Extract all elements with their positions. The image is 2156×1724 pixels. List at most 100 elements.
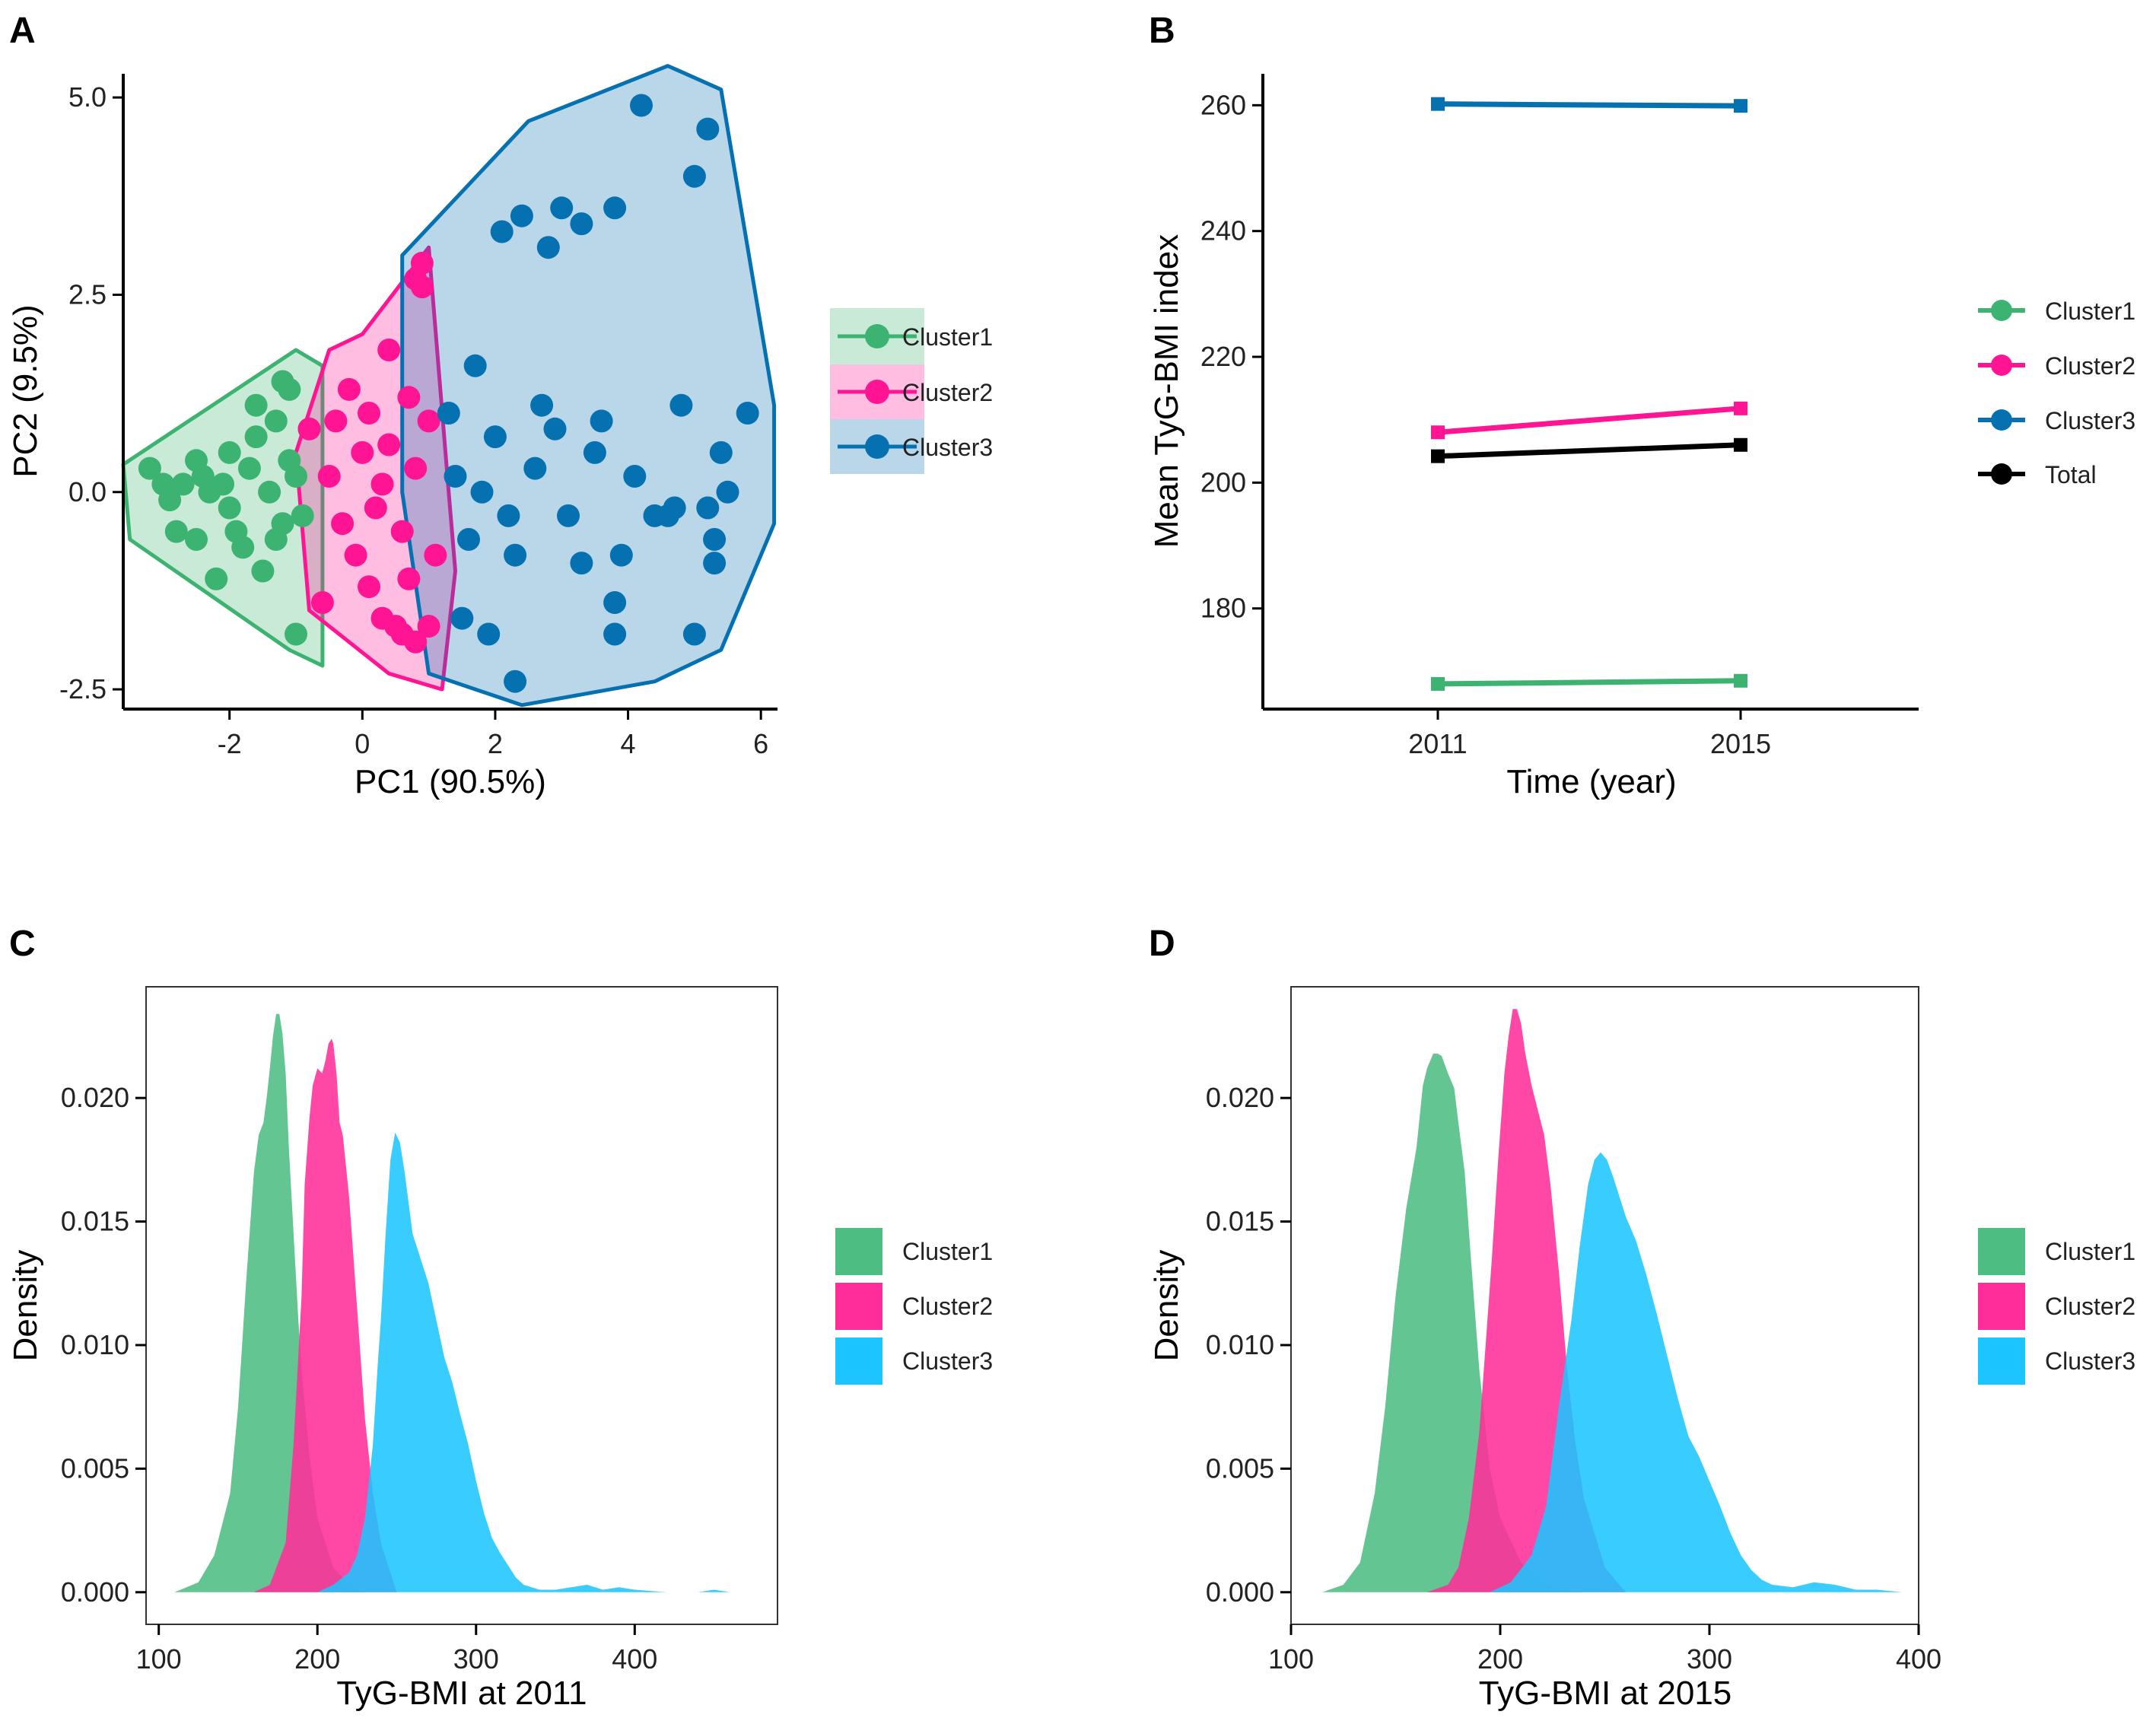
panel-b-point-cluster1-2011: [1431, 676, 1445, 691]
panel-a-point-cluster1-29: [211, 472, 234, 496]
panel-a-point-cluster3-38: [437, 402, 460, 425]
panel-a-point-cluster1-17: [218, 496, 241, 520]
panel-a-point-cluster3-36: [470, 480, 494, 504]
panel-b-point-total-2011: [1431, 449, 1445, 463]
panel-a-point-cluster2-15: [331, 512, 355, 536]
panel-a-x-tick-label-2: 2: [488, 728, 503, 759]
panel-label-c: C: [9, 924, 36, 964]
panel-a-point-cluster1-3: [185, 528, 208, 551]
panel-a-point-cluster2-13: [417, 615, 440, 638]
panel-d-x-tick-label-200: 200: [1477, 1643, 1523, 1675]
panel-a-point-cluster1-22: [158, 488, 182, 512]
panel-a-point-cluster3-35: [623, 465, 647, 488]
panel-a-point-cluster2-21: [417, 409, 440, 433]
panel-b-legend-label-total: Total: [2045, 461, 2097, 488]
panel-a-point-cluster1-10: [264, 409, 288, 433]
panel-b-line: B 2011 2015 260 240 220 200 180 Time (year) Me…: [1148, 11, 2135, 800]
panel-a-point-cluster3-14: [696, 496, 720, 520]
panel-a-point-cluster1-0: [138, 456, 161, 480]
panel-a-point-cluster2-16: [351, 441, 374, 464]
panel-a-point-cluster1-19: [258, 480, 281, 504]
panel-c-legend-label-cluster1: Cluster1: [902, 1238, 993, 1265]
panel-b-line-cluster2: [1437, 406, 1741, 435]
panel-a-point-cluster2-19: [390, 520, 414, 543]
panel-d-density: D 100 200 300 4000.0200.0150.0100.0050.000 …: [1148, 924, 2135, 1712]
panel-a-point-cluster3-11: [736, 402, 759, 425]
panel-a-point-cluster3-15: [703, 528, 727, 551]
panel-a-legend-key-dot-cluster1: [865, 324, 889, 348]
panel-a-point-cluster2-14: [317, 465, 341, 488]
panel-a-point-cluster1-13: [285, 622, 307, 646]
panel-c-area-cluster1: [174, 1013, 365, 1592]
panel-c-y-tick-label-0-005: 0.005: [61, 1452, 129, 1484]
panel-b-point-cluster3-2015: [1734, 99, 1747, 113]
panel-c-y-title: Density: [7, 1250, 44, 1362]
panel-b-y-tick-label-200: 200: [1200, 466, 1246, 498]
panel-c-plot-area: [174, 1013, 754, 1592]
panel-a-point-cluster3-29: [444, 465, 467, 488]
panel-c-legend-key-cluster2: [835, 1283, 882, 1330]
panel-a-point-cluster2-17: [364, 496, 387, 520]
panel-a-point-cluster3-41: [497, 504, 520, 527]
panel-a-y-tick-label--2-5: -2.5: [59, 673, 107, 705]
panel-a-point-cluster2-24: [324, 409, 348, 433]
panel-a-point-cluster3-22: [504, 670, 527, 693]
panel-b-plot-area: [1431, 97, 1747, 691]
panel-a-legend-label-cluster1: Cluster1: [902, 323, 993, 351]
panel-a-point-cluster3-21: [682, 622, 706, 646]
panel-b-legend-key-dot-cluster2: [1991, 355, 2012, 376]
panel-c-x-tick-label-400: 400: [612, 1643, 657, 1675]
panel-a-y-tick-label-0-0: 0.0: [68, 476, 107, 507]
panel-a-y-tick-label-5-0: 5.0: [68, 81, 107, 113]
panel-a-point-cluster3-18: [609, 543, 633, 567]
panel-c-x-tick-label-300: 300: [453, 1643, 499, 1675]
panel-a-point-cluster3-40: [590, 409, 613, 433]
panel-c-frame: [145, 986, 778, 1625]
panel-c-x-tick-label-100: 100: [136, 1643, 182, 1675]
panel-a-point-cluster2-12: [404, 630, 428, 654]
panel-a-legend-label-cluster3: Cluster3: [902, 434, 993, 461]
panel-a-point-cluster2-20: [404, 456, 428, 480]
panel-label-b: B: [1149, 11, 1175, 51]
panel-c-ticks: 100 200 300 400 0.020 0.015 0.010 0.005 0.000: [61, 1082, 657, 1675]
panel-a-point-cluster2-25: [397, 567, 421, 590]
panel-b-y-tick-label-220: 220: [1200, 341, 1246, 372]
panel-a-point-cluster3-27: [530, 393, 554, 417]
panel-a-point-cluster3-0: [630, 94, 653, 117]
panel-a-x-title: PC1 (90.5%): [355, 763, 546, 800]
panel-c-legend-label-cluster3: Cluster3: [902, 1347, 993, 1375]
panel-a-point-cluster3-30: [457, 528, 480, 551]
panel-a-point-cluster1-12: [278, 377, 301, 401]
panel-a-point-cluster1-26: [264, 528, 288, 551]
panel-a-point-cluster1-21: [291, 504, 314, 527]
panel-d-legend-key-cluster3: [1978, 1338, 2025, 1385]
panel-b-line-total: [1437, 442, 1741, 460]
panel-b-legend: Cluster1 Cluster2 Cluster3 Total: [1978, 297, 2135, 488]
panel-b-ticks: 2011 2015 260 240 220 200 180: [1200, 89, 1771, 759]
panel-a-point-cluster2-18: [377, 433, 401, 456]
panel-c-x-title: TyG-BMI at 2011: [336, 1675, 587, 1712]
panel-d-y-tick-label-0-000: 0.000: [1206, 1576, 1274, 1608]
panel-a-point-cluster3-39: [656, 504, 679, 527]
panel-d-y-tick-label-0-010: 0.010: [1206, 1329, 1274, 1360]
panel-a-point-cluster2-10: [370, 606, 394, 630]
panel-d-area-cluster2: [1426, 1009, 1626, 1592]
panel-a-ticks: -2 0 2 4 6 5.0 2.5 0.0 -2.5: [59, 81, 768, 759]
panel-b-point-cluster2-2011: [1431, 425, 1445, 440]
panel-a-point-cluster1-25: [244, 425, 268, 449]
panel-a-point-cluster1-18: [237, 456, 261, 480]
panel-a-point-cluster3-16: [703, 552, 727, 575]
panel-a-point-cluster3-3: [510, 204, 533, 227]
panel-b-line-cluster3: [1437, 101, 1741, 109]
panel-a-point-cluster2-22: [424, 543, 447, 567]
panel-a-point-cluster3-19: [603, 591, 627, 614]
panel-a-point-cluster2-2: [337, 377, 361, 401]
panel-a-legend-key-dot-cluster2: [865, 380, 889, 404]
panel-a-point-cluster3-23: [477, 622, 501, 646]
panel-d-y-tick-label-0-015: 0.015: [1206, 1206, 1274, 1237]
panel-a-x-tick-label-6: 6: [753, 728, 768, 759]
panel-c-density: C 100 200 300 4000.0200.0150.0100.0050.000 …: [7, 924, 993, 1712]
panel-a-point-cluster2-0: [297, 417, 321, 441]
panel-b-x-tick-label-2011: 2011: [1408, 728, 1467, 759]
